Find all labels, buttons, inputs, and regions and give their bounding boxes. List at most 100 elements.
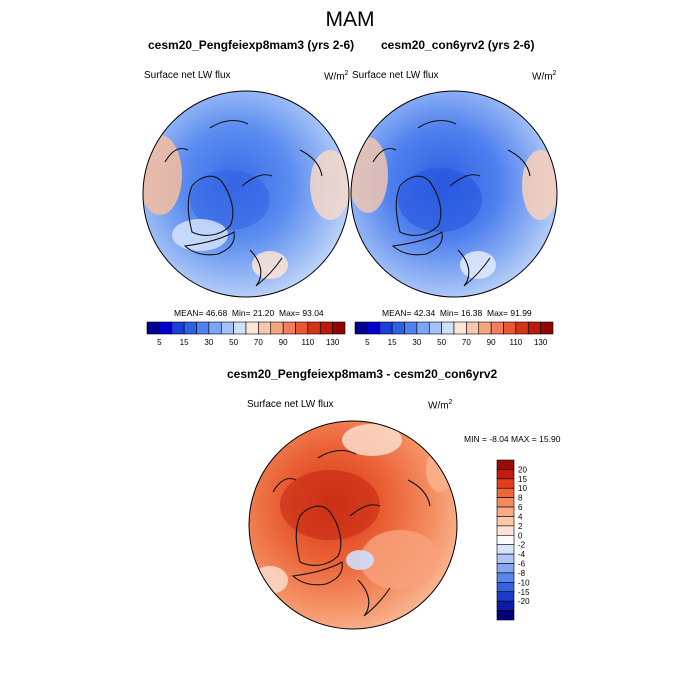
panel-3-variable-label: Surface net LW flux (247, 399, 334, 410)
colorbar-3-swatch (496, 534, 515, 546)
figure-title: MAM (325, 8, 375, 31)
colorbar-1-swatch (295, 321, 309, 335)
colorbar-2-tick-label: 110 (509, 338, 522, 347)
colorbar-2-tick-label: 90 (487, 338, 496, 347)
colorbar-2-swatch (453, 321, 467, 335)
colorbar-3-tick-label: 6 (518, 503, 523, 512)
colorbar-1-tick-label: 5 (157, 338, 162, 347)
colorbar-1-swatch (183, 321, 197, 335)
panel-1-units-label: W/m2 (324, 70, 349, 83)
colorbar-2-swatch (367, 321, 381, 335)
panel-2-units-label: W/m2 (532, 70, 557, 83)
colorbar-1-swatch (282, 321, 296, 335)
colorbar-1-tick-label: 15 (180, 338, 189, 347)
colorbar-2-tick-label: 5 (365, 338, 370, 347)
colorbar-2-swatch (404, 321, 418, 335)
colorbar-1-swatch (270, 321, 284, 335)
panel-1-mean-value: 46.68 (205, 308, 228, 318)
panel-2-mean-value: 42.34 (413, 308, 436, 318)
colorbar-1-swatch (146, 321, 160, 335)
colorbar-3-tick-label: -20 (518, 597, 530, 606)
colorbar-3-tick-label: -4 (518, 550, 526, 559)
panel-3-units-label: W/m2 (428, 399, 453, 412)
colorbar-1-tick-label: 30 (204, 338, 213, 347)
panel-3-max-value: 15.90 (539, 434, 561, 444)
colorbar-1-swatch (159, 321, 173, 335)
colorbar-1-swatch (233, 321, 247, 335)
colorbar-3-swatch (496, 610, 515, 621)
colorbar-3-tick-label: 2 (518, 522, 523, 531)
colorbar-2-tick-label: 15 (388, 338, 397, 347)
colorbar-panel-2: 5 15 30 50 70 90 110 130 (354, 321, 554, 347)
colorbar-1-tick-label: 70 (254, 338, 263, 347)
colorbar-3-swatch (496, 553, 515, 564)
colorbar-2-swatch (391, 321, 405, 335)
colorbar-2-swatch (540, 321, 554, 335)
colorbar-3-swatch (496, 525, 515, 536)
colorbar-3-swatch (496, 459, 515, 470)
colorbar-2-swatch (490, 321, 504, 335)
colorbar-1-swatch (307, 321, 321, 335)
colorbar-3-tick-label: 20 (518, 465, 527, 474)
panel-2-min-value: 16.38 (460, 308, 483, 318)
colorbar-2-swatch (428, 321, 442, 335)
panel-1-title: cesm20_Pengfeiexp8mam3 (yrs 2-6) (148, 38, 355, 52)
panel-2-title: cesm20_con6yrv2 (yrs 2-6) (381, 38, 535, 52)
colorbar-1-swatch (196, 321, 210, 335)
map-2 (350, 90, 558, 298)
colorbar-2-swatch (466, 321, 480, 335)
colorbar-3-swatch (496, 497, 515, 508)
colorbar-3-tick-label: -15 (518, 588, 530, 597)
colorbar-1-swatch (245, 321, 259, 335)
colorbar-2-tick-label: 50 (437, 338, 446, 347)
colorbar-3-swatch (496, 563, 515, 574)
colorbar-3-swatch (496, 572, 515, 583)
map-1 (142, 90, 350, 298)
colorbar-3-tick-label: -6 (518, 560, 526, 569)
colorbar-3-swatch (496, 600, 515, 611)
colorbar-1-swatch (171, 321, 185, 335)
colorbar-2-swatch (441, 321, 455, 335)
colorbar-3-swatch (496, 478, 515, 489)
colorbar-3-swatch (496, 487, 515, 498)
colorbar-1-swatch (258, 321, 272, 335)
colorbar-3-tick-label: 8 (518, 494, 523, 503)
map-3 (248, 420, 458, 630)
colorbar-3-swatch (496, 469, 515, 480)
panel-2-variable-label: Surface net LW flux (352, 70, 439, 81)
colorbar-3-tick-label: -8 (518, 569, 526, 578)
colorbar-3-tick-label: 10 (518, 484, 527, 493)
panel-2-max-value: 91.99 (510, 308, 532, 318)
colorbar-2-tick-label: 130 (534, 338, 548, 347)
colorbar-1-tick-label: 90 (279, 338, 288, 347)
colorbar-1-swatch (220, 321, 234, 335)
colorbar-2-swatch (416, 321, 430, 335)
colorbar-1-tick-label: 50 (229, 338, 238, 347)
colorbar-3-swatch (496, 591, 515, 602)
colorbar-1-swatch (208, 321, 222, 335)
panel-3-stats: MIN = -8.04 MAX = 15.90 (464, 434, 561, 444)
colorbar-2-swatch (478, 321, 492, 335)
colorbar-2-tick-label: 30 (412, 338, 421, 347)
panel-3-min-value: -8.04 (489, 434, 509, 444)
colorbar-3-swatch (496, 582, 515, 593)
colorbar-2-tick-label: 70 (462, 338, 471, 347)
colorbar-1-tick-label: 110 (301, 338, 314, 347)
panel-1-variable-label: Surface net LW flux (144, 70, 231, 81)
colorbar-2-swatch (379, 321, 393, 335)
panel-1-stats: MEAN= 46.68 Min= 21.20 Max= 93.04 (174, 308, 324, 318)
colorbar-3-tick-label: -10 (518, 578, 530, 587)
colorbar-2-swatch (354, 321, 368, 335)
panel-1-min-value: 21.20 (252, 308, 275, 318)
colorbar-1-tick-label: 130 (326, 338, 340, 347)
colorbar-2-swatch (527, 321, 541, 335)
colorbar-1-swatch (332, 321, 346, 335)
colorbar-3-tick-label: 15 (518, 475, 527, 484)
colorbar-2-swatch (515, 321, 529, 335)
colorbar-2-swatch (503, 321, 517, 335)
panel-2-stats: MEAN= 42.34 Min= 16.38 Max= 91.99 (382, 308, 532, 318)
colorbar-3-swatch (496, 506, 515, 517)
colorbar-3-tick-label: 0 (518, 531, 523, 540)
